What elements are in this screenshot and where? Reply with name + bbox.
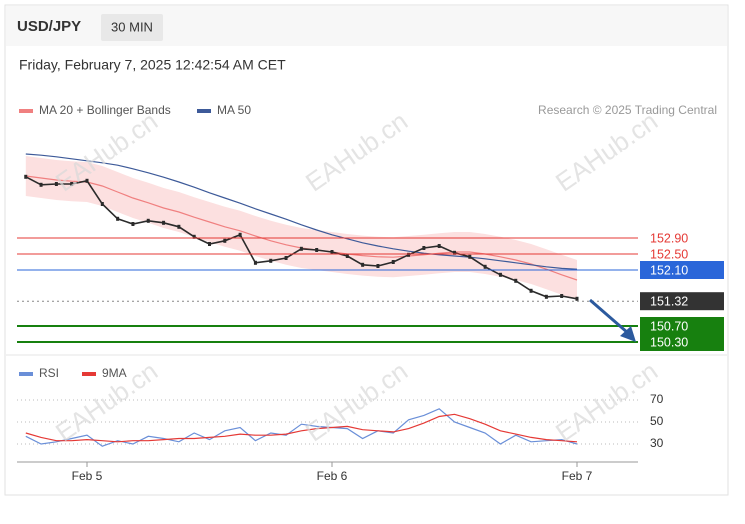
bollinger-band — [25, 156, 578, 300]
level-box — [640, 261, 724, 279]
candle — [223, 238, 227, 243]
x-tick-label: Feb 6 — [317, 469, 348, 483]
candle — [253, 260, 257, 265]
x-tick-label: Feb 5 — [72, 469, 103, 483]
candle — [376, 264, 380, 268]
candle — [453, 250, 456, 255]
legend-swatch — [19, 109, 33, 113]
level-label: 152.10 — [650, 263, 688, 277]
candle — [361, 262, 365, 267]
candle — [468, 254, 472, 259]
candle — [208, 242, 211, 246]
series-line — [25, 408, 578, 447]
x-tick-label: Feb 7 — [562, 469, 593, 483]
candle — [162, 220, 166, 225]
level-label: 152.50 — [650, 247, 688, 261]
legend-label: 9MA — [102, 366, 127, 380]
date: Friday, February 7, 2025 12:42:54 AM CET — [19, 57, 286, 73]
credit: Research © 2025 Trading Central — [538, 103, 717, 117]
legend-label: RSI — [39, 366, 59, 380]
candle — [24, 174, 28, 179]
candle — [299, 246, 303, 251]
candle — [116, 216, 120, 221]
forecast-arrow — [589, 298, 629, 335]
level-box — [640, 317, 724, 335]
candle — [345, 254, 349, 258]
level-label: 152.90 — [650, 231, 688, 245]
candle — [85, 178, 89, 183]
candle — [391, 260, 395, 264]
level-box — [640, 292, 724, 311]
candle — [575, 296, 579, 301]
candle — [146, 218, 150, 223]
candle — [192, 234, 196, 239]
candle — [437, 244, 441, 248]
level-label: 151.32 — [650, 294, 688, 308]
candle — [238, 232, 242, 237]
legend-swatch — [197, 109, 211, 113]
series-line — [25, 413, 578, 443]
candle — [514, 278, 518, 283]
interval[interactable]: 30 MIN — [111, 19, 153, 34]
candle — [70, 182, 74, 186]
candle — [407, 252, 411, 257]
legend-label: MA 20 + Bollinger Bands — [39, 103, 171, 117]
y-tick-label: 30 — [650, 436, 664, 450]
level-box — [640, 333, 724, 351]
candle — [284, 256, 288, 260]
series-line — [25, 153, 578, 270]
candle — [422, 246, 426, 250]
forecast-arrow-head — [620, 326, 636, 342]
candle — [330, 250, 334, 254]
legend-label: MA 50 — [217, 103, 251, 117]
candle — [39, 182, 43, 187]
y-tick-label: 50 — [650, 414, 664, 428]
candle — [498, 272, 502, 277]
candle — [560, 294, 564, 298]
legend-swatch — [82, 372, 96, 376]
candle — [529, 288, 533, 293]
candle — [54, 182, 58, 186]
candle — [269, 258, 273, 263]
interval-chip[interactable] — [101, 14, 163, 41]
candle — [100, 202, 104, 206]
candle — [315, 248, 319, 252]
candle — [544, 294, 548, 299]
legend-swatch — [19, 372, 33, 376]
symbol: USD/JPY — [17, 18, 81, 35]
candle — [131, 222, 135, 226]
candle — [177, 224, 181, 229]
candle — [483, 264, 487, 269]
level-label: 150.30 — [650, 335, 688, 349]
y-tick-label: 70 — [650, 392, 664, 406]
level-label: 150.70 — [650, 319, 688, 333]
